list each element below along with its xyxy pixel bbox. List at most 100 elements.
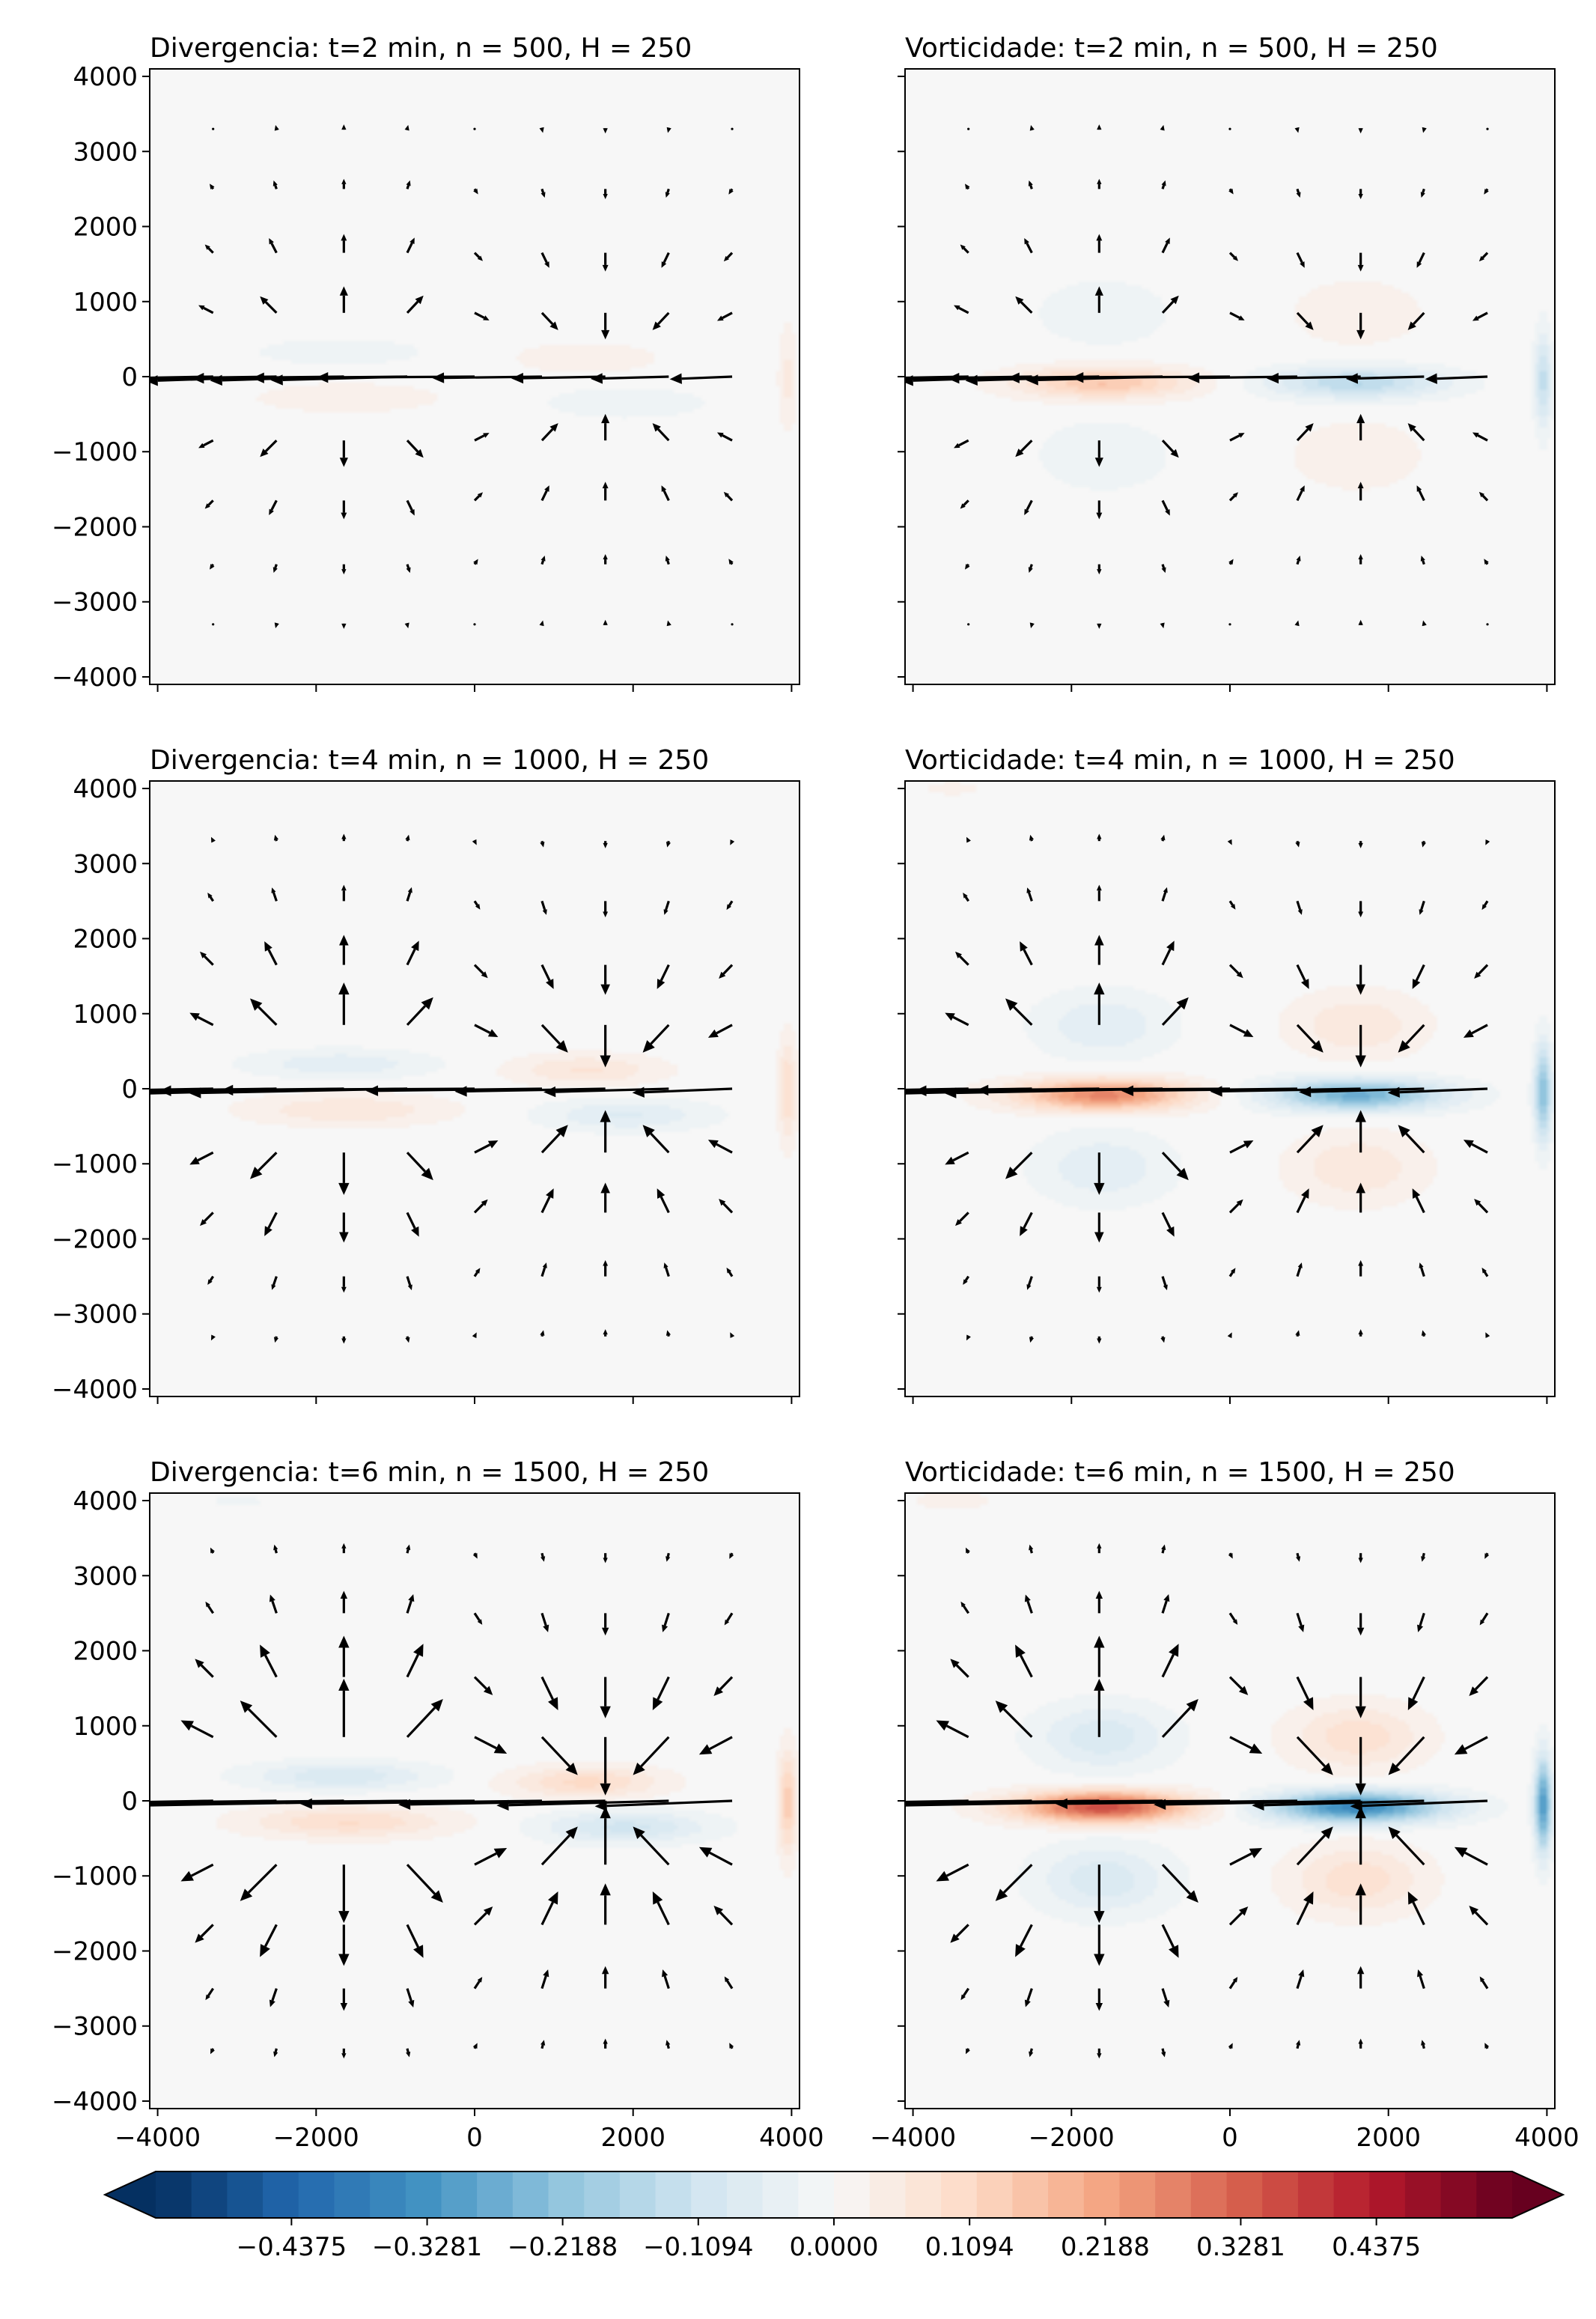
quiver-arrow [724,1612,734,1626]
quiver-arrow [473,1906,493,1926]
quiver-arrow [1228,127,1231,130]
y-tick-label: −1000 [52,437,138,467]
quiver-arrow [966,1334,971,1341]
quiver-arrow [454,1086,606,1097]
quiver-arrow [716,311,733,321]
quiver-arrow [210,2048,215,2055]
plot-title: Divergencia: t=4 min, n = 1000, H = 250 [150,745,709,776]
quiver-arrow [1296,1826,1333,1866]
quiver-arrow [1417,1612,1425,1632]
quiver-arrow [1416,252,1425,268]
quiver-arrow [1481,900,1489,911]
quiver-arrow [1417,1969,1425,1990]
quiver-arrow [189,1012,214,1027]
quiver-arrow [341,1543,347,1554]
quiver-arrow [1296,1891,1314,1926]
quiver-arrow [1228,1552,1233,1559]
quiver-arrow [205,1987,215,2001]
quiver-arrow [1295,840,1300,848]
quiver-arrow [273,2048,278,2058]
quiver-arrow [713,1676,734,1696]
quiver-arrow [713,1906,734,1926]
colorbar-tick-label: −0.3281 [372,2232,482,2262]
quiver-arrow [540,840,545,848]
colorbar-cell [976,2171,1014,2218]
panel-vorticity-1: Vorticidade: t=2 min, n = 500, H = 250 [898,33,1556,692]
quiver-arrow [1463,1024,1488,1038]
colorbar-cell [1297,2171,1335,2218]
quiver-arrow [1412,1188,1425,1214]
quiver-arrow [1484,559,1489,565]
quiver-arrow [406,1698,443,1738]
quiver-arrow [1161,237,1170,254]
colorbar-cell [1048,2171,1085,2218]
quiver-arrow [340,1590,348,1614]
quiver-arrow [1029,2048,1034,2058]
quiver-arrow [1355,1806,1366,1865]
quiver-arrow [652,311,670,330]
y-tick-label: 4000 [73,62,138,92]
quiver-arrow [730,1332,735,1338]
quiver-arrow [1388,1826,1425,1866]
quiver-arrow [200,951,214,966]
quiver-arrow [1094,1212,1104,1243]
quiver-arrow [1228,900,1236,910]
quiver-arrow [726,900,734,911]
y-tick-label: 3000 [73,1561,138,1591]
quiver-arrow [540,1826,578,1866]
quiver-arrow [1388,1736,1425,1775]
quiver-arrow [473,1612,483,1625]
quiver-arrow [1407,311,1425,330]
quiver-arrow [1407,1891,1425,1926]
quiver-arrow [1407,423,1425,442]
quiver [905,1543,1490,2059]
quiver-arrow [540,423,558,442]
quiver-arrow [249,1152,278,1179]
quiver-arrow [1228,252,1239,261]
quiver-arrow [1029,1544,1034,1554]
quiver-arrow [603,1329,608,1337]
quiver-arrow [1160,834,1166,842]
quiver-arrow [1345,373,1425,384]
quiver-arrow [540,188,546,198]
colorbar-cell [1155,2171,1192,2218]
quiver-arrow [1355,1677,1366,1718]
quiver-arrow [1228,1612,1238,1625]
quiver-arrow [1358,901,1364,918]
quiver-arrow [404,622,409,629]
quiver-arrow [966,836,971,843]
x-tick-label: −4000 [115,2123,201,2153]
quiver-arrow [666,127,671,133]
quiver-arrow [1296,1552,1301,1562]
quiver-arrow [601,413,610,441]
quiver-arrow [1296,1736,1333,1775]
quiver-arrow [1028,180,1033,189]
quiver [150,833,735,1344]
quiver-arrow [406,1593,415,1614]
quiver-arrow [540,900,547,915]
quiver-arrow [260,440,278,458]
quiver-arrow [955,1212,969,1227]
quiver-arrow [1296,188,1301,198]
quiver-arrow [1295,1330,1300,1337]
colorbar-cell [512,2171,549,2218]
quiver-arrow [1296,1125,1324,1154]
quiver-arrow [1356,312,1365,340]
quiver-arrow [1484,2043,1490,2049]
quiver-arrow [472,2043,478,2049]
quiver-arrow [540,252,549,268]
quiver [150,1543,734,2059]
quiver-arrow [473,964,488,979]
quiver-arrow [1161,295,1179,314]
y-tick-label: −1000 [52,1149,138,1179]
colorbar-cell [869,2171,907,2218]
quiver-arrow [1463,1140,1488,1154]
colorbar-cell [584,2171,621,2218]
quiver-arrow [1161,1276,1168,1291]
quiver-arrow [406,1276,412,1291]
quiver-arrow [726,1267,734,1277]
quiver-arrow [339,440,348,467]
quiver-arrow [264,941,278,966]
x-tick-label: −4000 [870,2123,956,2153]
quiver-arrow [1474,964,1489,979]
